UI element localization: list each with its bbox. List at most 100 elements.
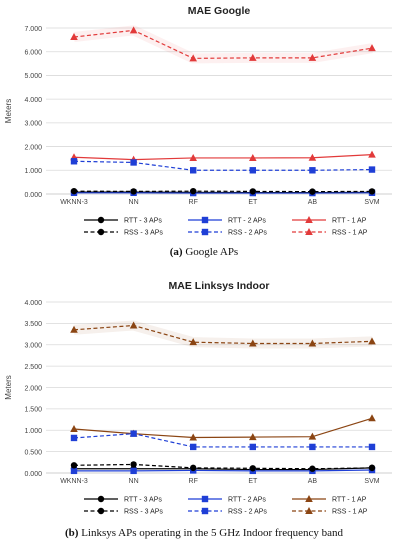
chart-linksys: MAE Linksys Indoor Meters 0.000 0.500 1.000 1… bbox=[4, 280, 392, 516]
y-tick-label: 3.000 bbox=[24, 343, 42, 350]
legend-item: RSS - 2 APs bbox=[188, 228, 267, 237]
x-tick-label: RF bbox=[189, 478, 198, 485]
data-point bbox=[189, 54, 197, 62]
series-halo bbox=[73, 320, 373, 349]
legend-label: RSS - 2 APs bbox=[228, 509, 267, 516]
data-point bbox=[249, 167, 256, 174]
data-point bbox=[70, 158, 78, 165]
legend-label: RSS - 1 AP bbox=[332, 230, 368, 237]
data-point bbox=[190, 187, 197, 195]
legend-marker bbox=[201, 216, 209, 224]
x-tick-label: SVM bbox=[364, 199, 379, 206]
y-tick-label: 5.000 bbox=[24, 73, 42, 80]
legend-label: RTT - 2 APs bbox=[228, 497, 266, 504]
y-tick-label: 4.000 bbox=[24, 97, 42, 104]
x-tick-label: ET bbox=[248, 199, 258, 206]
data-point bbox=[368, 188, 376, 195]
y-tick-label: 1.000 bbox=[24, 428, 42, 435]
data-point bbox=[368, 443, 376, 451]
series-line bbox=[73, 324, 373, 345]
y-tick-label: 3.500 bbox=[24, 321, 42, 328]
data-point bbox=[130, 467, 137, 475]
y-tick-label: 1.500 bbox=[24, 407, 42, 414]
data-point bbox=[309, 465, 316, 472]
series-rss-2-aps bbox=[70, 158, 376, 174]
data-point bbox=[309, 188, 316, 195]
y-axis-label: Meters bbox=[4, 375, 13, 399]
x-tick-label: WKNN-3 bbox=[60, 478, 88, 485]
x-tick-label: RF bbox=[189, 199, 198, 206]
legend-marker bbox=[97, 228, 105, 236]
legend-label: RSS - 2 APs bbox=[228, 230, 267, 237]
data-point bbox=[130, 430, 137, 437]
legend-item: RTT - 1 AP bbox=[292, 495, 367, 504]
series-rss-3-aps bbox=[70, 187, 376, 195]
data-point bbox=[368, 337, 376, 345]
x-tick-label: AB bbox=[308, 199, 318, 206]
chart-title: MAE Google bbox=[188, 5, 251, 17]
data-point bbox=[70, 187, 78, 195]
legend-marker bbox=[201, 495, 209, 503]
legend-item: RSS - 1 AP bbox=[292, 228, 368, 237]
y-tick-label: 0.000 bbox=[24, 471, 42, 478]
data-point bbox=[129, 26, 138, 34]
data-point bbox=[70, 33, 78, 41]
series-rtt-1-ap bbox=[70, 150, 376, 163]
data-point bbox=[368, 464, 376, 472]
series-rss-3-aps bbox=[70, 461, 376, 472]
legend-marker bbox=[201, 507, 209, 515]
caption-a-text: Google APs bbox=[182, 246, 239, 258]
data-point bbox=[368, 44, 376, 52]
y-tick-label: 0.000 bbox=[24, 192, 42, 199]
x-tick-label: NN bbox=[129, 478, 139, 485]
legend-marker bbox=[97, 216, 105, 224]
data-point bbox=[70, 462, 78, 469]
y-tick-label: 4.000 bbox=[24, 300, 42, 307]
legend-item: RTT - 2 APs bbox=[188, 216, 266, 225]
data-point bbox=[189, 433, 197, 441]
y-axis-label: Meters bbox=[4, 99, 13, 123]
series-line bbox=[73, 463, 373, 470]
legend-label: RTT - 2 APs bbox=[228, 218, 266, 225]
legend-label: RTT - 1 AP bbox=[332, 218, 367, 225]
caption-a-label: (a) bbox=[169, 246, 183, 258]
y-tick-label: 2.000 bbox=[24, 385, 42, 392]
legend-marker bbox=[305, 216, 313, 223]
series-rtt-2-aps bbox=[70, 189, 376, 197]
series-line bbox=[73, 154, 373, 161]
legend-marker bbox=[97, 507, 105, 515]
data-point bbox=[130, 159, 137, 166]
chart-panel-google: MAE Google Meters 0.000 1.000 2.000 3.000 4.00… bbox=[4, 5, 392, 258]
series-halo bbox=[73, 25, 373, 64]
series-rss-2-aps bbox=[70, 430, 376, 451]
legend-label: RSS - 3 APs bbox=[124, 230, 163, 237]
series-line bbox=[73, 160, 373, 171]
data-point bbox=[308, 432, 317, 440]
y-tick-label: 6.000 bbox=[24, 50, 42, 57]
legend-item: RTT - 1 AP bbox=[292, 216, 367, 225]
y-tick-label: 3.000 bbox=[24, 121, 42, 128]
series-rss-1-ap bbox=[70, 26, 376, 62]
data-point bbox=[129, 321, 138, 329]
x-tick-label: ET bbox=[248, 478, 258, 485]
x-tick-label: NN bbox=[129, 199, 139, 206]
data-point bbox=[190, 443, 197, 451]
data-point bbox=[189, 338, 197, 346]
series-line bbox=[74, 467, 373, 471]
legend-label: RTT - 1 AP bbox=[332, 497, 367, 504]
x-tick-label: WKNN-3 bbox=[60, 199, 88, 206]
data-point bbox=[368, 166, 376, 173]
series-rtt-1-ap bbox=[70, 414, 376, 441]
legend-item: RTT - 3 APs bbox=[84, 216, 162, 225]
legend-marker bbox=[305, 228, 313, 235]
data-point bbox=[368, 414, 376, 422]
data-point bbox=[249, 153, 257, 161]
legend-item: RSS - 3 APs bbox=[84, 228, 163, 237]
data-point bbox=[189, 153, 197, 161]
legend-item: RTT - 3 APs bbox=[84, 495, 162, 504]
legend-item: RSS - 1 AP bbox=[292, 507, 368, 516]
data-point bbox=[249, 188, 256, 195]
y-tick-label: 2.500 bbox=[24, 364, 42, 371]
data-point bbox=[309, 443, 316, 451]
caption-b-text: Linksys APs operating in the 5 GHz Indoo… bbox=[78, 527, 343, 539]
